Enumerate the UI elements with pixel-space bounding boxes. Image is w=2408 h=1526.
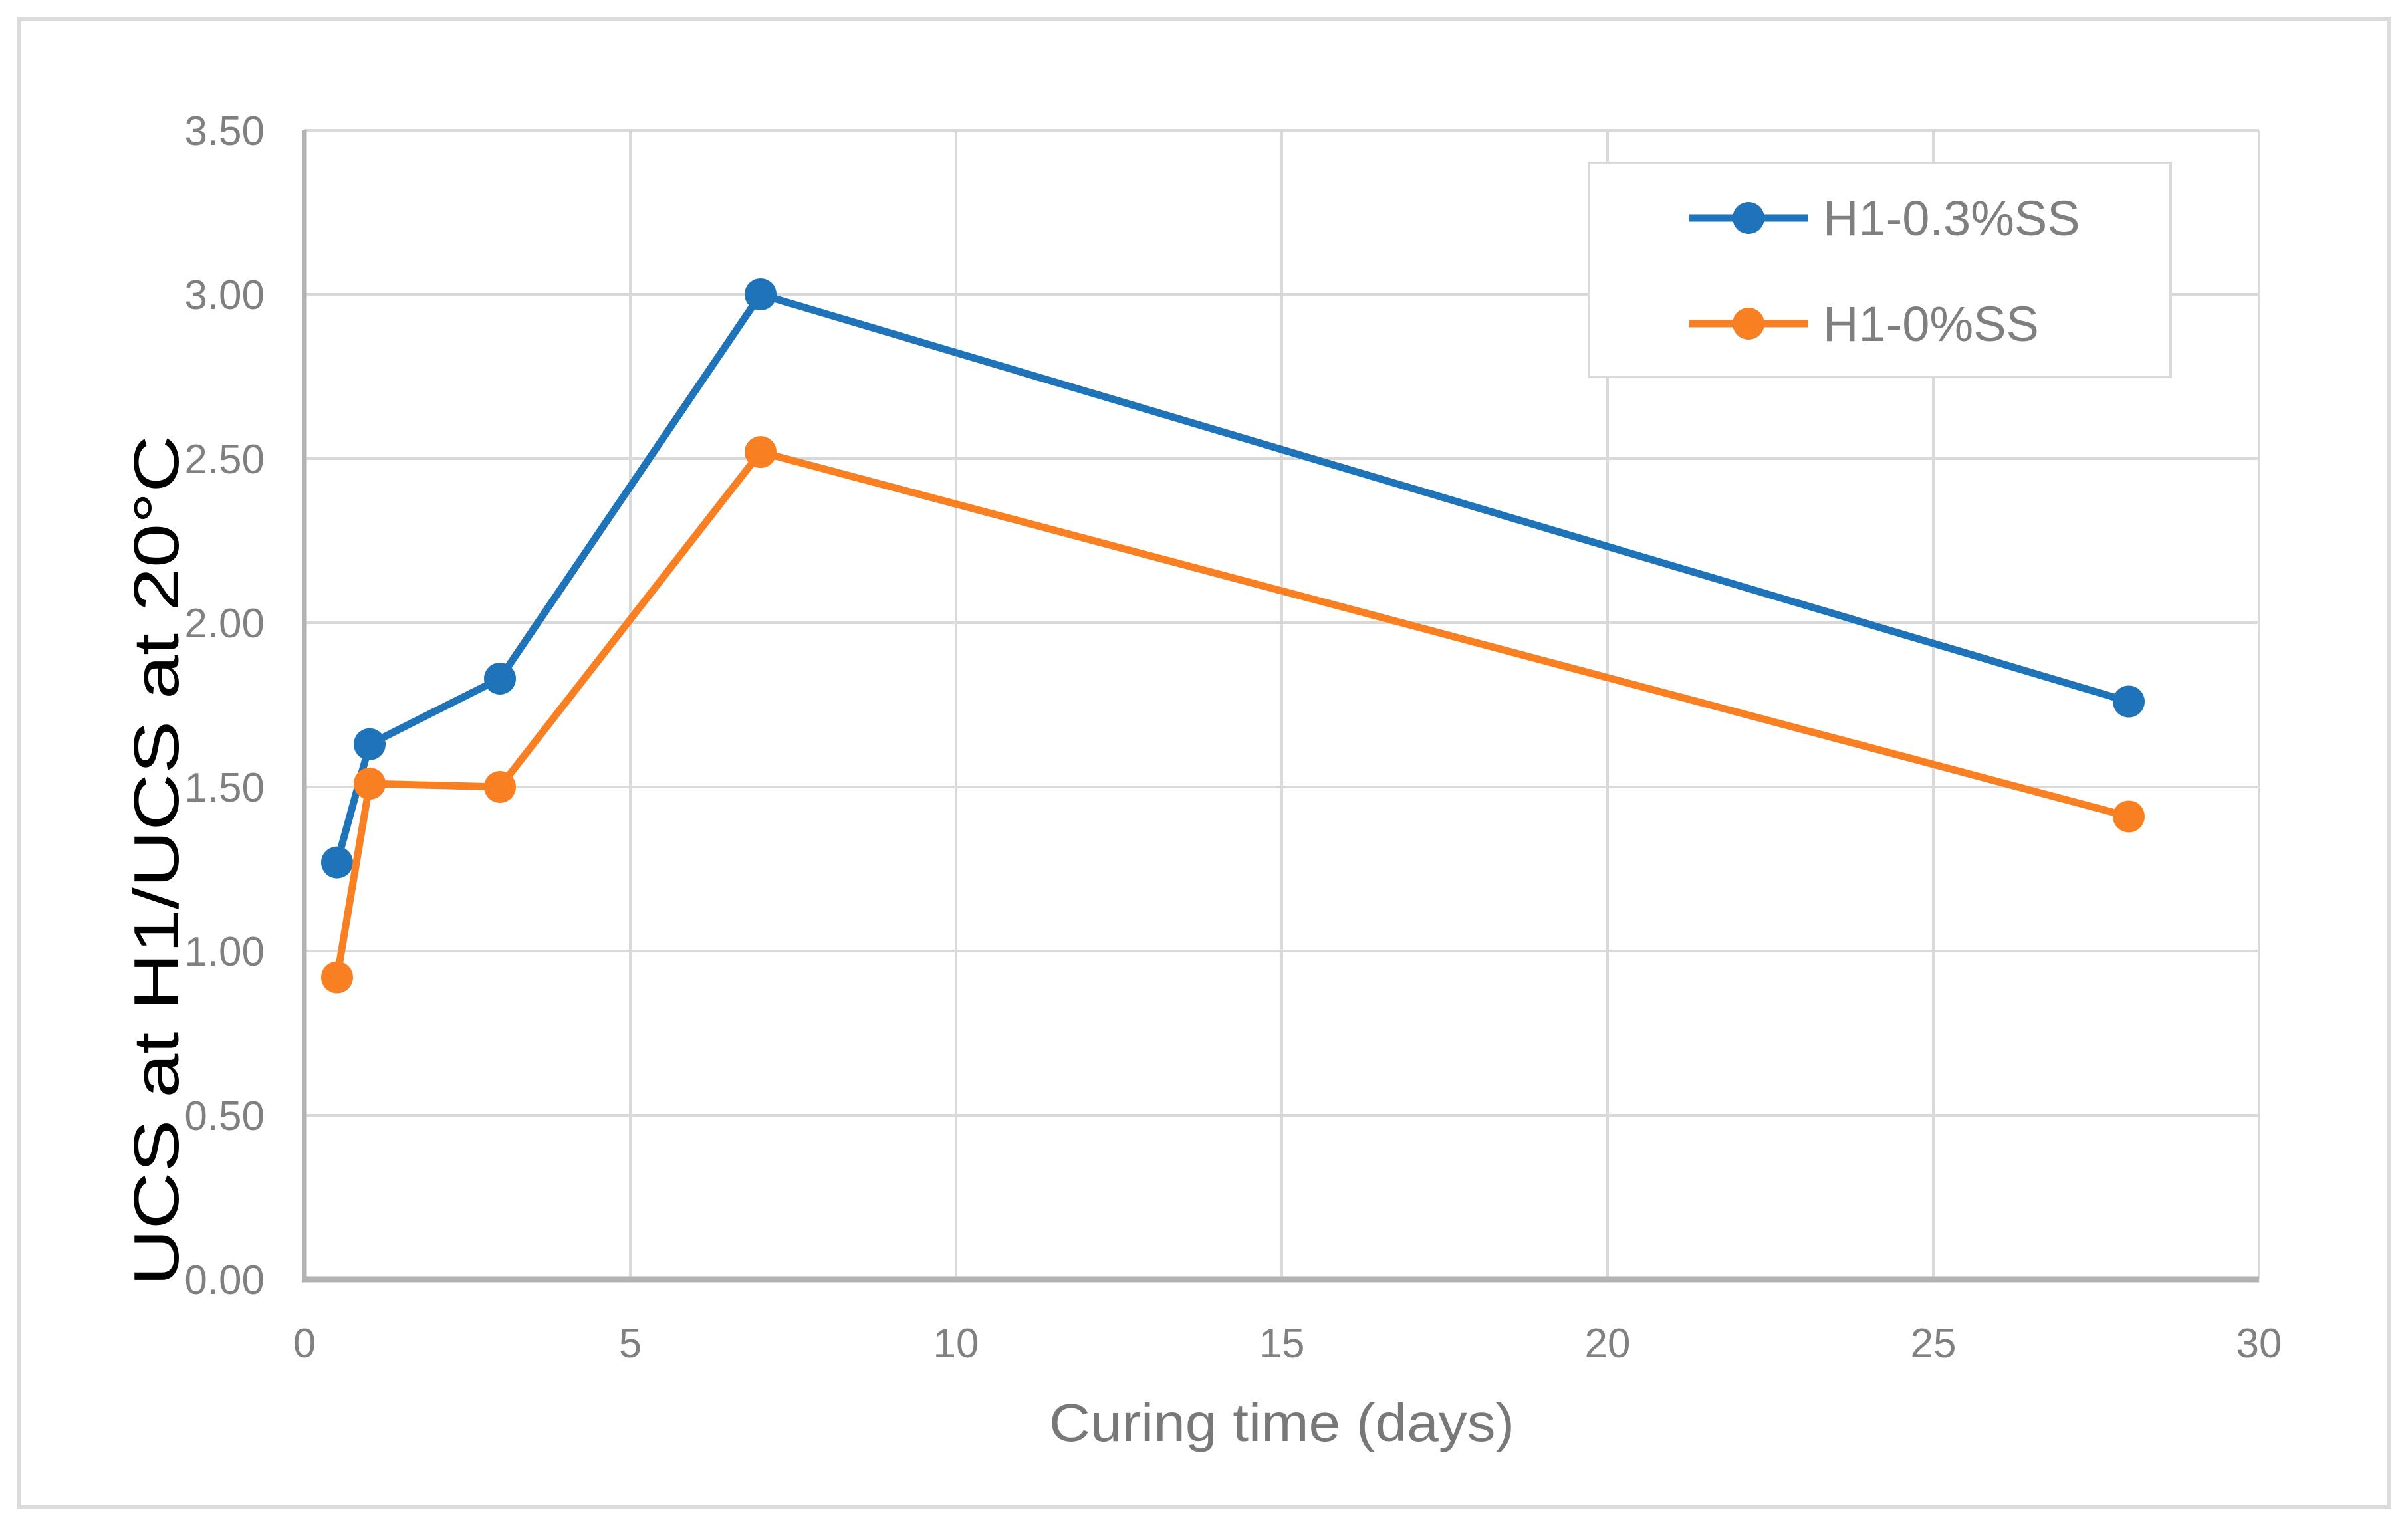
data-point-h10ss <box>321 961 353 994</box>
y-tick-label: 2.50 <box>184 437 265 483</box>
legend-item-h1-03ss: H1-0.3%SS <box>1689 191 2080 246</box>
x-tick-label: 20 <box>1585 1321 1631 1366</box>
y-tick-label: 3.00 <box>184 272 265 318</box>
legend: H1-0.3%SS H1-0%SS <box>1588 162 2172 378</box>
data-point-h10ss <box>745 436 777 469</box>
x-axis-title: Curing time (days) <box>1049 1393 1514 1452</box>
data-point-h10ss <box>2113 800 2145 833</box>
axis-lines <box>302 130 2259 1283</box>
data-series <box>321 278 2145 994</box>
legend-marker-circle <box>1733 202 1764 234</box>
legend-item-h1-0ss: H1-0%SS <box>1689 296 2039 352</box>
x-axis-tick-labels: 0 5 10 15 20 25 30 <box>293 1321 2282 1366</box>
data-point-h10ss <box>484 771 516 803</box>
legend-box <box>1588 162 2172 378</box>
y-axis-title: UCS at H1/UCS at 20°C <box>121 435 192 1286</box>
y-tick-label: 1.50 <box>184 765 265 811</box>
data-point-h103ss <box>745 278 777 310</box>
y-tick-label: 1.00 <box>184 929 265 975</box>
y-tick-label: 3.50 <box>184 108 265 154</box>
legend-label: H1-0.3%SS <box>1823 191 2080 246</box>
x-tick-label: 25 <box>1911 1321 1957 1366</box>
y-tick-label: 2.00 <box>184 601 265 647</box>
x-tick-label: 30 <box>2236 1321 2282 1366</box>
figure-border <box>17 17 2391 1509</box>
x-tick-label: 5 <box>619 1321 642 1366</box>
y-tick-label: 0.00 <box>184 1257 265 1303</box>
data-point-h103ss <box>354 728 386 760</box>
data-point-h10ss <box>354 768 386 800</box>
x-tick-label: 10 <box>933 1321 979 1366</box>
legend-marker-circle <box>1733 308 1764 340</box>
x-tick-label: 15 <box>1259 1321 1305 1366</box>
y-axis-tick-labels: 0.00 0.50 1.00 1.50 2.00 2.50 3.00 3.50 <box>184 108 265 1303</box>
data-point-h103ss <box>2113 685 2145 718</box>
legend-label: H1-0%SS <box>1823 296 2039 352</box>
y-tick-label: 0.50 <box>184 1093 265 1139</box>
x-tick-label: 0 <box>293 1321 316 1366</box>
data-point-h103ss <box>321 846 353 879</box>
data-point-h103ss <box>484 662 516 695</box>
